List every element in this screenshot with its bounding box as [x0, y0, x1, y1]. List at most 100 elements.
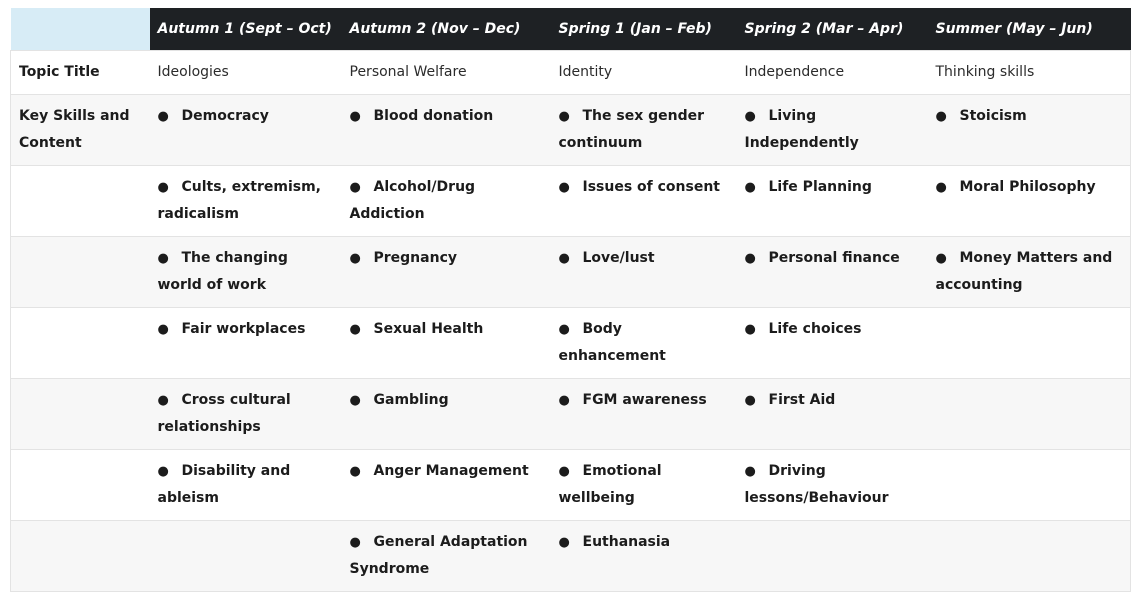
skill-item: Moral Philosophy	[959, 179, 1096, 195]
skill-item: Anger Management	[373, 463, 529, 479]
header-autumn-1: Autumn 1 (Sept – Oct)	[149, 8, 342, 51]
skill-cell-autumn-1: ● Cross cultural relationships	[149, 378, 342, 450]
skill-cell-autumn-1	[149, 520, 342, 592]
bullet-icon: ●	[935, 251, 947, 266]
table-row: Key Skills and Content ● Democracy ● Blood d…	[10, 94, 1131, 166]
header-spring-2: Spring 2 (Mar – Apr)	[736, 8, 928, 51]
key-skills-label	[10, 165, 150, 237]
skill-item: Gambling	[373, 392, 449, 408]
skill-item: Life choices	[768, 321, 862, 337]
skill-item: General Adaptation Syndrome	[349, 534, 528, 577]
topic-autumn-2: Personal Welfare	[341, 50, 551, 95]
curriculum-table: Autumn 1 (Sept – Oct) Autumn 2 (Nov – De…	[10, 8, 1131, 592]
bullet-icon: ●	[744, 464, 756, 479]
bullet-icon: ●	[349, 180, 361, 195]
table-row: ● Cross cultural relationships ● Gambling ● F…	[10, 378, 1131, 450]
bullet-icon: ●	[744, 180, 756, 195]
skill-cell-summer	[927, 378, 1131, 450]
skill-cell-spring-2	[736, 520, 928, 592]
bullet-icon: ●	[744, 393, 756, 408]
skill-item: Disability and ableism	[157, 463, 291, 506]
bullet-icon: ●	[558, 251, 570, 266]
skill-cell-autumn-1: ● Democracy	[149, 94, 342, 166]
skill-item: Alcohol/Drug Addiction	[349, 179, 476, 222]
skill-item: Body enhancement	[558, 321, 666, 364]
header-summer: Summer (May – Jun)	[927, 8, 1131, 51]
bullet-icon: ●	[935, 180, 947, 195]
skill-cell-spring-2: ● Personal finance	[736, 236, 928, 308]
topic-spring-1: Identity	[550, 50, 737, 95]
skill-item: Emotional wellbeing	[558, 463, 662, 506]
skill-cell-autumn-2: ● Blood donation	[341, 94, 551, 166]
skill-cell-autumn-2: ● Sexual Health	[341, 307, 551, 379]
skill-cell-summer	[927, 307, 1131, 379]
topic-title-label: Topic Title	[10, 50, 150, 95]
skill-cell-spring-2: ● Driving lessons/Behaviour	[736, 449, 928, 521]
skill-item: Love/lust	[582, 250, 655, 266]
skill-cell-summer: ● Stoicism	[927, 94, 1131, 166]
skill-item: The sex gender continuum	[558, 108, 705, 151]
skill-item: Stoicism	[959, 108, 1027, 124]
skill-item: The changing world of work	[157, 250, 288, 293]
skill-item: Cross cultural relationships	[157, 392, 291, 435]
skill-item: FGM awareness	[582, 392, 707, 408]
bullet-icon: ●	[558, 109, 570, 124]
skill-cell-autumn-2: ● General Adaptation Syndrome	[341, 520, 551, 592]
skill-cell-spring-1: ● Body enhancement	[550, 307, 737, 379]
skill-item: Cults, extremism, radicalism	[157, 179, 322, 222]
table-row: ● Fair workplaces ● Sexual Health ● Body enha…	[10, 307, 1131, 379]
skill-item: Pregnancy	[373, 250, 458, 266]
skill-cell-spring-2: ● Life Planning	[736, 165, 928, 237]
bullet-icon: ●	[935, 109, 947, 124]
bullet-icon: ●	[558, 535, 570, 550]
bullet-icon: ●	[349, 251, 361, 266]
skill-cell-spring-1: ● Love/lust	[550, 236, 737, 308]
topic-autumn-1: Ideologies	[149, 50, 342, 95]
bullet-icon: ●	[744, 109, 756, 124]
topic-spring-2: Independence	[736, 50, 928, 95]
skill-cell-spring-2: ● Living Independently	[736, 94, 928, 166]
key-skills-label: Key Skills and Content	[10, 94, 150, 166]
skill-cell-spring-1: ● FGM awareness	[550, 378, 737, 450]
skill-cell-autumn-1: ● Disability and ableism	[149, 449, 342, 521]
bullet-icon: ●	[157, 393, 169, 408]
topic-summer: Thinking skills	[927, 50, 1131, 95]
bullet-icon: ●	[349, 393, 361, 408]
bullet-icon: ●	[558, 180, 570, 195]
bullet-icon: ●	[558, 393, 570, 408]
skill-item: First Aid	[768, 392, 836, 408]
skill-cell-autumn-2: ● Pregnancy	[341, 236, 551, 308]
skill-cell-summer: ● Money Matters and accounting	[927, 236, 1131, 308]
bullet-icon: ●	[558, 322, 570, 337]
skill-item: Sexual Health	[373, 321, 484, 337]
skill-item: Blood donation	[373, 108, 494, 124]
bullet-icon: ●	[744, 322, 756, 337]
table-row: ● The changing world of work ● Pregnancy ● Lo…	[10, 236, 1131, 308]
bullet-icon: ●	[349, 464, 361, 479]
skill-item: Issues of consent	[582, 179, 721, 195]
skill-cell-spring-2: ● Life choices	[736, 307, 928, 379]
skill-cell-autumn-2: ● Anger Management	[341, 449, 551, 521]
key-skills-label	[10, 236, 150, 308]
skill-item: Life Planning	[768, 179, 872, 195]
skill-cell-autumn-2: ● Gambling	[341, 378, 551, 450]
table-row: ● Cults, extremism, radicalism ● Alcohol/Dr…	[10, 165, 1131, 237]
bullet-icon: ●	[157, 464, 169, 479]
skill-cell-spring-1: ● Emotional wellbeing	[550, 449, 737, 521]
bullet-icon: ●	[157, 180, 169, 195]
skill-cell-summer	[927, 520, 1131, 592]
key-skills-label	[10, 378, 150, 450]
skill-item: Money Matters and accounting	[935, 250, 1113, 293]
bullet-icon: ●	[157, 322, 169, 337]
bullet-icon: ●	[349, 322, 361, 337]
header-autumn-2: Autumn 2 (Nov – Dec)	[341, 8, 551, 51]
skill-cell-summer	[927, 449, 1131, 521]
skill-cell-autumn-1: ● Fair workplaces	[149, 307, 342, 379]
bullet-icon: ●	[157, 251, 169, 266]
bullet-icon: ●	[558, 464, 570, 479]
skill-cell-spring-1: ● Euthanasia	[550, 520, 737, 592]
table-row: ● Disability and ableism ● Anger Management…	[10, 449, 1131, 521]
header-row: Autumn 1 (Sept – Oct) Autumn 2 (Nov – De…	[10, 8, 1131, 51]
table-row: ● General Adaptation Syndrome ● Euthanasia	[10, 520, 1131, 592]
bullet-icon: ●	[349, 535, 361, 550]
